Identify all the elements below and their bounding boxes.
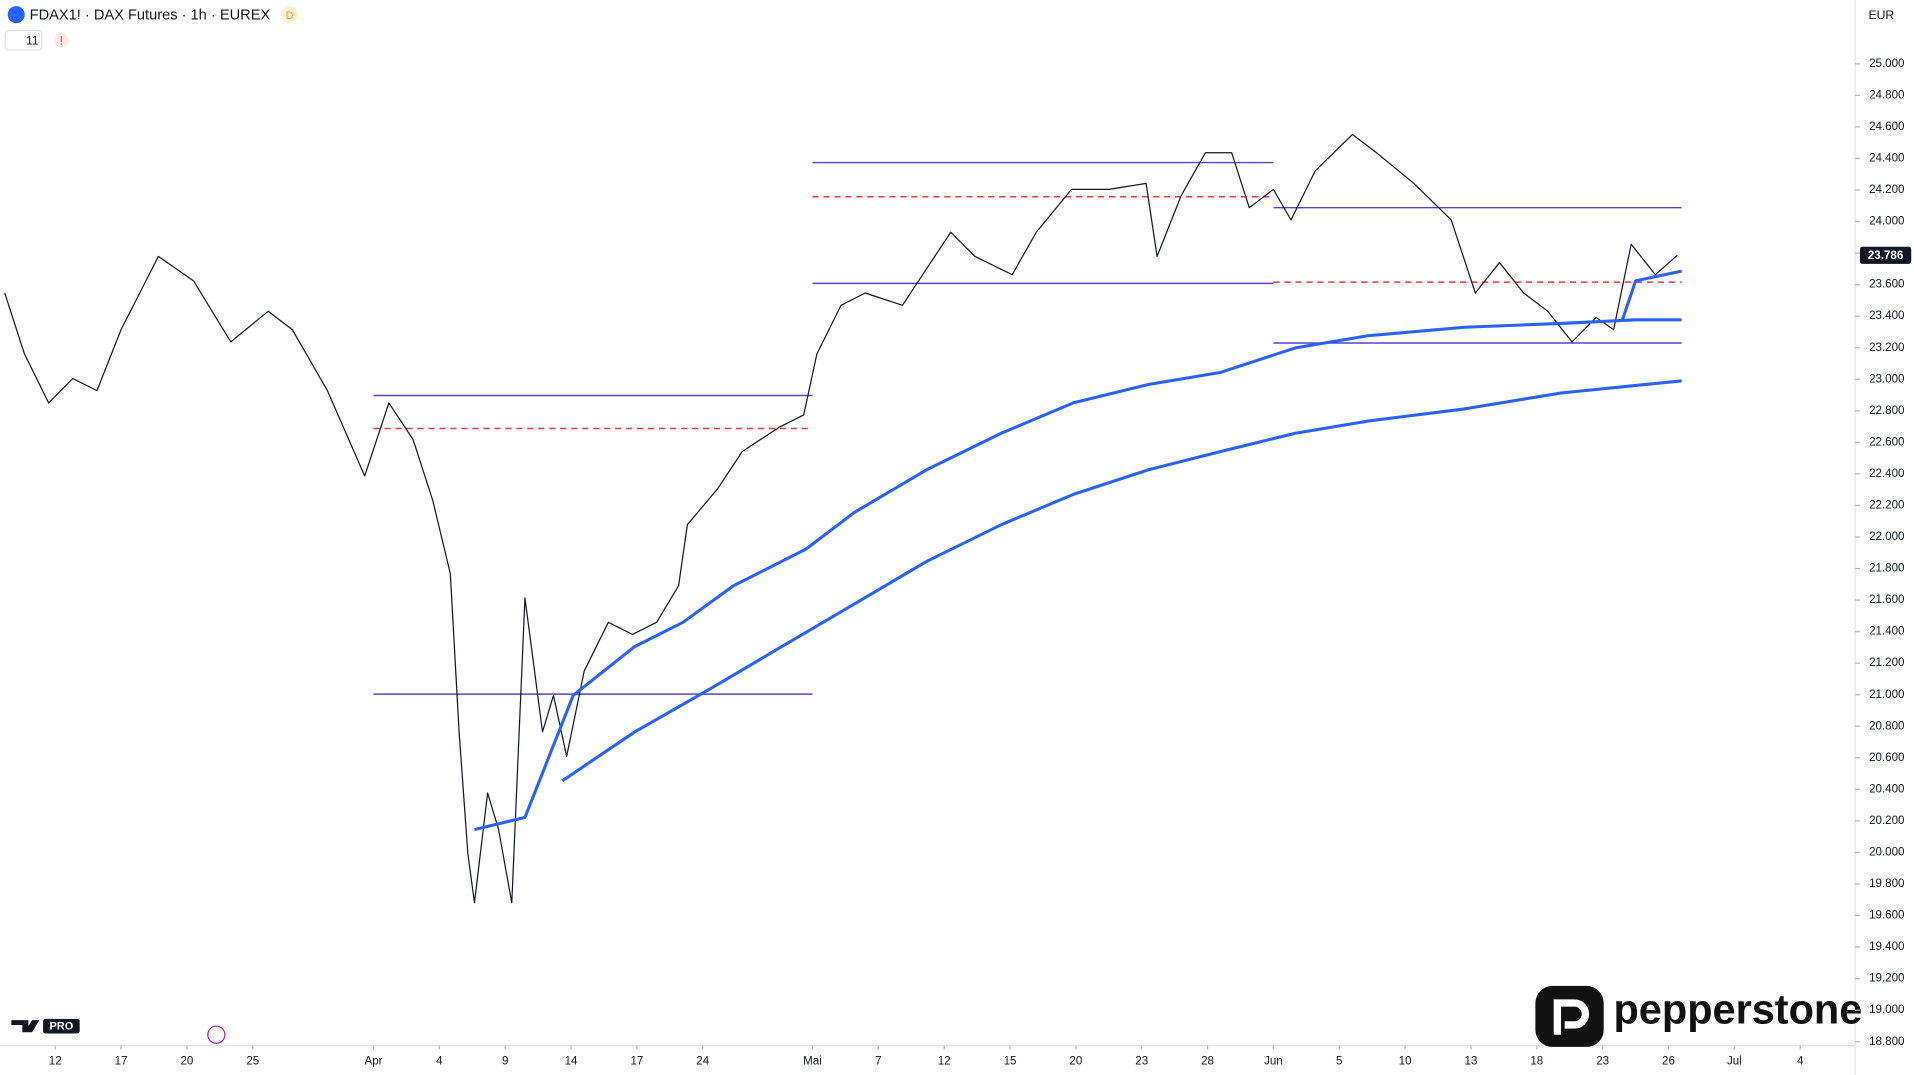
indicator-count: 11 bbox=[26, 34, 39, 48]
pro-label: PRO bbox=[49, 1021, 73, 1033]
y-tick-label: 22.800 bbox=[1869, 405, 1904, 417]
x-tick-label: Apr bbox=[364, 1056, 382, 1068]
x-tick-label: 17 bbox=[115, 1056, 128, 1068]
y-tick-label: 23.000 bbox=[1869, 373, 1904, 385]
series-line bbox=[1620, 269, 1682, 321]
series-line bbox=[474, 318, 1682, 832]
y-tick-label: 20.400 bbox=[1869, 783, 1904, 795]
y-tick-label: 19.200 bbox=[1869, 973, 1904, 985]
x-tick-label: 10 bbox=[1399, 1056, 1412, 1068]
x-tick-label: 25 bbox=[246, 1056, 259, 1068]
y-tick-label: 22.400 bbox=[1869, 468, 1904, 480]
x-tick-label: 20 bbox=[1069, 1056, 1082, 1068]
plot bbox=[4, 133, 1682, 904]
y-tick-label: 25.000 bbox=[1869, 58, 1904, 70]
header: FDAX1! · DAX Futures · 1h · EUREX D 11 !… bbox=[4, 6, 1894, 51]
x-tick-label: 26 bbox=[1662, 1056, 1675, 1068]
x-tick-label: 18 bbox=[1530, 1056, 1543, 1068]
x-tick-label: 4 bbox=[1797, 1056, 1804, 1068]
last-price-label: 23.786 bbox=[1868, 250, 1904, 262]
y-tick-label: 24.800 bbox=[1869, 89, 1904, 101]
x-tick-label: 14 bbox=[565, 1056, 578, 1068]
x-tick-label: 23 bbox=[1596, 1056, 1609, 1068]
y-tick-label: 21.000 bbox=[1869, 689, 1904, 701]
y-tick-label: 22.000 bbox=[1869, 531, 1904, 543]
alert-bg bbox=[54, 32, 69, 48]
x-tick-label: 24 bbox=[696, 1056, 709, 1068]
x-tick-label: 28 bbox=[1201, 1056, 1214, 1068]
brand-mark bbox=[1535, 985, 1604, 1047]
y-tick-label: 19.800 bbox=[1869, 878, 1904, 890]
brand-name: pepperstone bbox=[1613, 986, 1862, 1033]
symbol-title: FDAX1! · DAX Futures · 1h · EUREX bbox=[30, 8, 271, 24]
symbol-icon bbox=[7, 6, 25, 24]
y-tick-label: 24.200 bbox=[1869, 184, 1904, 196]
y-tick-label: 21.400 bbox=[1869, 626, 1904, 638]
y-tick-label: 24.600 bbox=[1869, 121, 1904, 133]
x-tick-label: 5 bbox=[1336, 1056, 1342, 1068]
x-tick-label: 4 bbox=[436, 1056, 443, 1068]
last-price-box bbox=[1859, 246, 1912, 264]
y-tick-label: 19.400 bbox=[1869, 941, 1904, 953]
brand-logo: pepperstone bbox=[1535, 986, 1862, 1047]
y-tick-label: 22.200 bbox=[1869, 500, 1904, 512]
alert: ! bbox=[60, 34, 63, 48]
x-tick-label: 7 bbox=[875, 1056, 881, 1068]
badge-bg bbox=[281, 6, 299, 24]
x-tick-label: 23 bbox=[1135, 1056, 1148, 1068]
badge: D bbox=[286, 10, 294, 22]
y-tick-label: 23.600 bbox=[1869, 279, 1904, 291]
y-tick-label: 21.200 bbox=[1869, 657, 1904, 669]
y-tick-label: 18.800 bbox=[1869, 1036, 1904, 1048]
replay-button[interactable] bbox=[207, 1025, 226, 1044]
y-tick-label: 20.000 bbox=[1869, 846, 1904, 858]
x-tick-label: 20 bbox=[180, 1056, 193, 1068]
y-tick-label: 20.600 bbox=[1869, 752, 1904, 764]
series-line bbox=[4, 133, 1678, 904]
tv-logo: PRO bbox=[11, 1018, 80, 1034]
x-tick-label: Mai bbox=[803, 1056, 822, 1068]
y-tick-label: 20.800 bbox=[1869, 720, 1904, 732]
y-tick-label: 19.600 bbox=[1869, 910, 1904, 922]
pro-bg bbox=[43, 1018, 80, 1034]
x-tick-label: Jun bbox=[1264, 1056, 1283, 1068]
x-tick-label: 15 bbox=[1004, 1056, 1017, 1068]
x-tick-label: 17 bbox=[630, 1056, 643, 1068]
x-tick-label: Jul bbox=[1727, 1056, 1742, 1068]
y-tick-label: 21.600 bbox=[1869, 594, 1904, 606]
y-tick-label: 20.200 bbox=[1869, 815, 1904, 827]
currency[interactable]: EUR bbox=[1868, 8, 1894, 22]
tv-mark bbox=[11, 1020, 40, 1033]
x-tick-label: 12 bbox=[938, 1056, 951, 1068]
x-tick-label: 12 bbox=[49, 1056, 62, 1068]
indicators-toggle[interactable] bbox=[4, 29, 43, 51]
y-tick-label: 24.000 bbox=[1869, 216, 1904, 228]
y-tick-label: 23.400 bbox=[1869, 310, 1904, 322]
y-tick-label: 23.200 bbox=[1869, 342, 1904, 354]
brand-p bbox=[1553, 999, 1589, 1035]
x-tick-label: 9 bbox=[502, 1056, 508, 1068]
y-tick-label: 19.000 bbox=[1869, 1004, 1904, 1016]
series-line bbox=[561, 379, 1682, 783]
y-tick-label: 24.400 bbox=[1869, 153, 1904, 165]
x-tick-label: 13 bbox=[1465, 1056, 1478, 1068]
y-tick-label: 22.600 bbox=[1869, 436, 1904, 448]
y-tick-label: 21.800 bbox=[1869, 563, 1904, 575]
